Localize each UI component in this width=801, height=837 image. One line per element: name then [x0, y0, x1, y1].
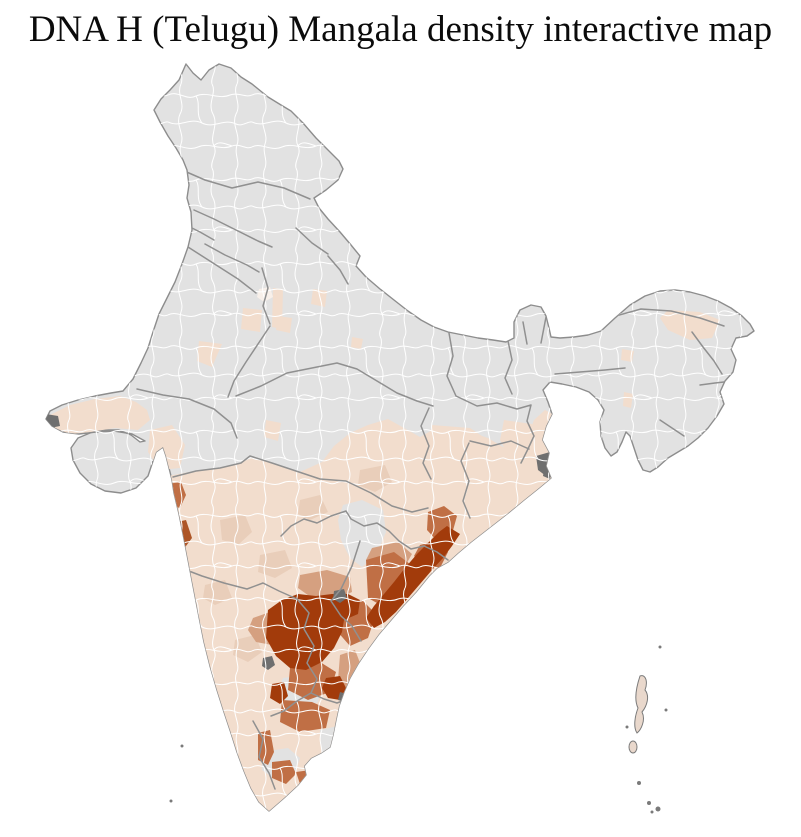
state-borders-layer: [136, 169, 725, 790]
island-dot: [180, 744, 184, 748]
island-dot: [637, 781, 641, 785]
island-dot: [650, 810, 654, 814]
island-dot: [169, 799, 173, 803]
district-borders-layer: [46, 64, 754, 811]
page-title: DNA H (Telugu) Mangala density interacti…: [28, 9, 773, 50]
island-dot: [625, 725, 629, 729]
region-medium-density-goa[interactable]: [167, 576, 184, 600]
state-borders: [136, 169, 725, 790]
region-medium-density[interactable]: [179, 615, 193, 636]
islands[interactable]: [169, 645, 668, 814]
district-borders-mesh: [46, 64, 754, 811]
andaman-islands[interactable]: [634, 675, 649, 734]
island-dot: [655, 806, 661, 812]
island[interactable]: [628, 740, 638, 754]
island-dot: [664, 708, 668, 712]
island-dot: [658, 645, 662, 649]
island-dot: [647, 801, 651, 805]
